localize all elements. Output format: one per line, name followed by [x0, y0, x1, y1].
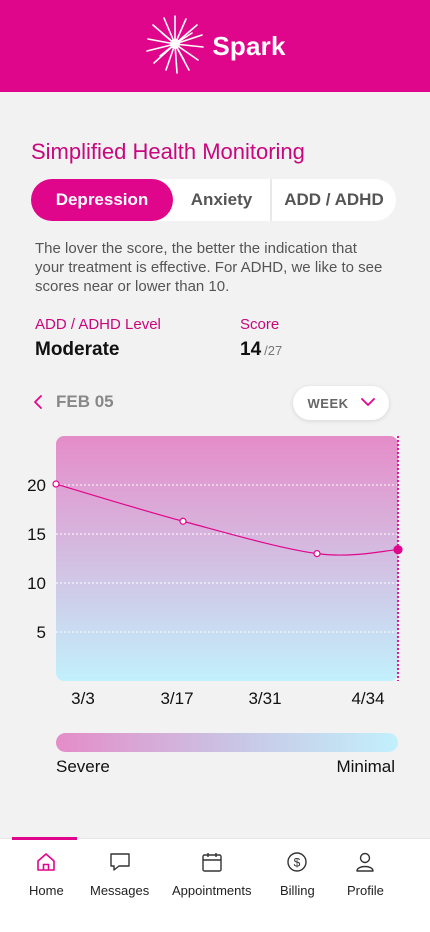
calendar-icon	[201, 851, 223, 878]
chevron-down-icon	[360, 394, 375, 412]
score-description: The lover the score, the better the indi…	[35, 240, 383, 295]
tab-messages[interactable]: Messages	[90, 851, 149, 898]
tab-billing-label: Billing	[280, 883, 315, 898]
y-tick-label: 20	[27, 476, 46, 495]
home-icon	[35, 851, 57, 878]
chevron-left-icon[interactable]	[30, 392, 46, 412]
tab-home-label: Home	[29, 883, 64, 898]
legend-minimal: Minimal	[336, 757, 395, 776]
score-value: 14	[240, 339, 262, 360]
data-point	[393, 545, 403, 555]
score-value-group: 14/27	[240, 339, 282, 361]
data-point	[313, 549, 321, 558]
tab-anxiety[interactable]: Anxiety	[190, 190, 253, 209]
data-point	[52, 480, 60, 488]
tab-profile[interactable]: Profile	[347, 851, 384, 898]
brand-name: Spark	[212, 30, 286, 61]
severity-legend-bar	[56, 733, 398, 752]
profile-icon	[354, 851, 376, 878]
y-tick-label: 5	[37, 623, 46, 642]
level-label: ADD / ADHD Level	[35, 316, 161, 333]
range-select-label: WEEK	[307, 395, 349, 411]
level-value: Moderate	[35, 339, 120, 360]
tab-home[interactable]: Home	[29, 851, 64, 898]
message-icon	[109, 851, 131, 878]
dollar-icon: $	[286, 851, 308, 878]
x-tick-label: 3/17	[160, 689, 193, 708]
x-tick-label: 3/31	[248, 689, 281, 708]
tab-depression[interactable]: Depression	[31, 179, 173, 221]
tab-profile-label: Profile	[347, 883, 384, 898]
x-tick-label: 3/3	[71, 689, 95, 708]
tab-appointments[interactable]: Appointments	[172, 851, 252, 898]
range-select[interactable]: WEEK	[293, 386, 389, 420]
data-point	[179, 517, 187, 525]
tab-appointments-label: Appointments	[172, 883, 252, 898]
series-line	[55, 483, 399, 556]
x-tick-label: 4/34	[351, 689, 384, 708]
tab-add-adhd[interactable]: ADD / ADHD	[284, 190, 384, 209]
legend-severe: Severe	[56, 757, 110, 776]
y-tick-label: 10	[27, 574, 46, 593]
score-chart: 20 15 10 5 3/3 3/17 3/31 4/34	[27, 436, 403, 708]
chart-plot-area	[56, 436, 398, 681]
bottom-tab-bar: Home Messages Appointments $ Billing Pro…	[0, 837, 430, 932]
page-title: Simplified Health Monitoring	[31, 139, 305, 164]
segment-divider	[270, 179, 272, 221]
current-date: FEB 05	[56, 392, 114, 411]
condition-segmented-control: Depression Anxiety ADD / ADHD	[31, 179, 396, 221]
svg-text:$: $	[294, 856, 301, 870]
starburst-icon	[144, 13, 206, 80]
tab-billing[interactable]: $ Billing	[280, 851, 315, 898]
y-tick-label: 15	[27, 525, 46, 544]
date-navigator: FEB 05	[30, 392, 114, 412]
tab-messages-label: Messages	[90, 883, 150, 898]
app-header: Spark	[0, 0, 430, 92]
score-max: /27	[264, 343, 283, 358]
score-label: Score	[240, 316, 280, 333]
active-tab-indicator	[12, 837, 77, 840]
